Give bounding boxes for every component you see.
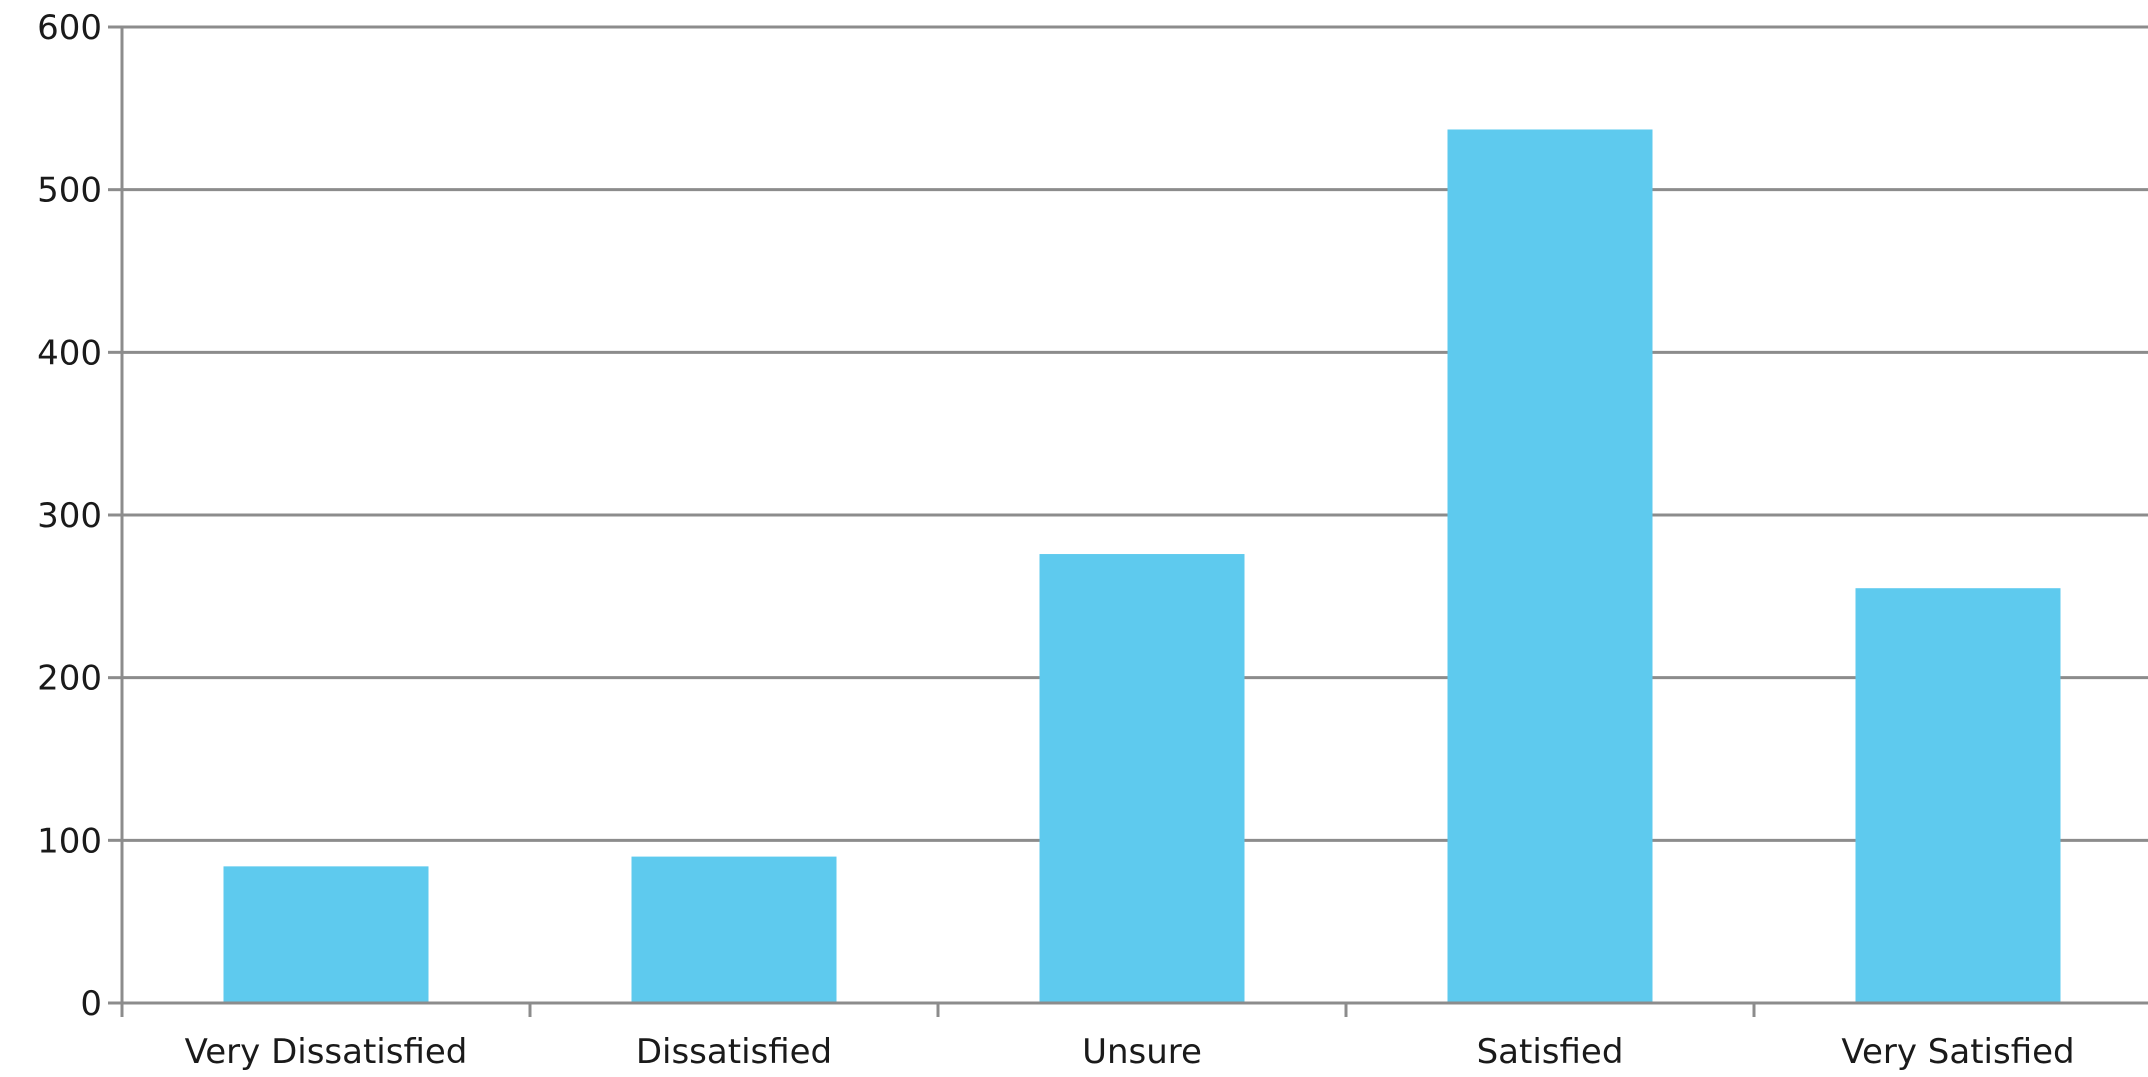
y-tick-label: 400	[37, 333, 102, 373]
bar-dissatisfied	[631, 856, 837, 1003]
bar-very-satisfied	[1855, 588, 2061, 1003]
y-tick-label: 100	[37, 821, 102, 861]
y-tick-label: 300	[37, 496, 102, 536]
x-tick-label: Very Dissatisfied	[185, 1032, 468, 1072]
bars	[223, 129, 2061, 1004]
x-tick-labels: Very Dissatisfied Dissatisfied Unsure Satis…	[185, 1032, 2075, 1072]
gridlines	[122, 25, 2148, 842]
x-tick-label: Dissatisfied	[636, 1032, 832, 1072]
x-tick-label: Very Satisfied	[1841, 1032, 2074, 1072]
x-tick-label: Unsure	[1082, 1032, 1202, 1072]
bar-very-dissatisfied	[223, 866, 429, 1003]
y-tick-labels: 0 100 200 300 400 500 600	[37, 8, 102, 1024]
y-tick-label: 500	[37, 171, 102, 211]
bar-unsure	[1039, 554, 1245, 1003]
y-tick-label: 200	[37, 659, 102, 699]
bar-satisfied	[1447, 129, 1653, 1004]
x-tick-label: Satisfied	[1477, 1032, 1624, 1072]
axes	[108, 25, 2148, 1017]
y-tick-label: 0	[80, 984, 102, 1024]
y-tick-label: 600	[37, 8, 102, 48]
